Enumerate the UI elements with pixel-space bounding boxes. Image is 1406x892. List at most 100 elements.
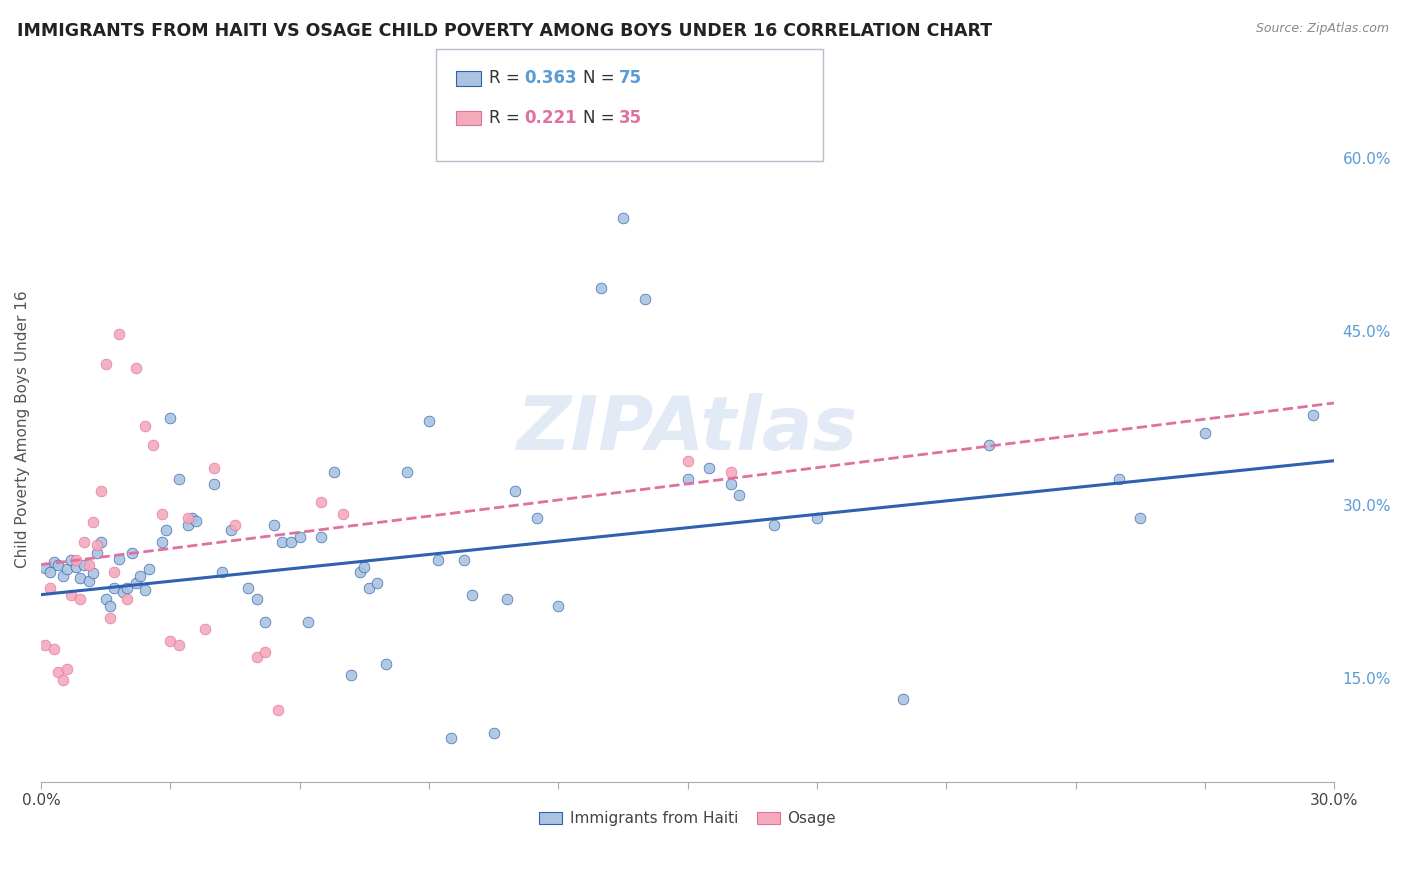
Point — [111, 585, 134, 599]
Point — [728, 488, 751, 502]
Point — [254, 615, 277, 630]
Point — [547, 599, 569, 614]
Point — [73, 534, 96, 549]
Point — [69, 572, 91, 586]
Point — [121, 546, 143, 560]
Point — [65, 560, 87, 574]
Point — [332, 507, 354, 521]
Point — [495, 592, 517, 607]
Point — [676, 454, 699, 468]
Point — [38, 565, 60, 579]
Point — [697, 460, 720, 475]
Point — [48, 665, 70, 679]
Text: Source: ZipAtlas.com: Source: ZipAtlas.com — [1256, 22, 1389, 36]
Point — [612, 211, 634, 226]
Point — [34, 639, 56, 653]
Point — [129, 569, 152, 583]
Point — [98, 611, 121, 625]
Point — [38, 581, 60, 595]
Text: 0.221: 0.221 — [524, 109, 576, 127]
Legend: Immigrants from Haiti, Osage: Immigrants from Haiti, Osage — [531, 804, 844, 834]
Point — [396, 465, 419, 479]
Point — [186, 514, 208, 528]
Point — [236, 581, 259, 595]
Point — [90, 534, 112, 549]
Point — [323, 465, 346, 479]
Point — [453, 553, 475, 567]
Point — [439, 731, 461, 745]
Point — [246, 650, 269, 665]
Point — [1302, 408, 1324, 422]
Point — [591, 280, 613, 294]
Point — [107, 326, 129, 341]
Point — [150, 507, 173, 521]
Point — [357, 581, 380, 595]
Text: IMMIGRANTS FROM HAITI VS OSAGE CHILD POVERTY AMONG BOYS UNDER 16 CORRELATION CHA: IMMIGRANTS FROM HAITI VS OSAGE CHILD POV… — [17, 22, 993, 40]
Point — [159, 633, 181, 648]
Point — [676, 472, 699, 486]
Text: R =: R = — [489, 70, 526, 87]
Text: 0.363: 0.363 — [524, 70, 576, 87]
Point — [77, 574, 100, 588]
Point — [103, 565, 125, 579]
Point — [77, 558, 100, 572]
Y-axis label: Child Poverty Among Boys Under 16: Child Poverty Among Boys Under 16 — [15, 291, 30, 568]
Point — [194, 622, 217, 636]
Point — [155, 523, 177, 537]
Point — [176, 511, 198, 525]
Point — [34, 561, 56, 575]
Point — [288, 530, 311, 544]
Point — [633, 292, 655, 306]
Point — [42, 555, 65, 569]
Point — [254, 645, 277, 659]
Text: 75: 75 — [619, 70, 641, 87]
Point — [103, 581, 125, 595]
Point — [98, 599, 121, 614]
Point — [42, 641, 65, 656]
Point — [340, 668, 363, 682]
Point — [52, 569, 75, 583]
Point — [297, 615, 319, 630]
Text: N =: N = — [583, 70, 620, 87]
Point — [134, 419, 156, 434]
Point — [94, 592, 117, 607]
Point — [806, 511, 828, 525]
Point — [90, 483, 112, 498]
Point — [86, 538, 108, 552]
Point — [150, 534, 173, 549]
Point — [82, 515, 104, 529]
Point — [211, 565, 233, 579]
Point — [366, 576, 388, 591]
Text: ZIPAtlas: ZIPAtlas — [517, 393, 858, 466]
Point — [176, 518, 198, 533]
Point — [48, 558, 70, 572]
Point — [73, 558, 96, 572]
Point — [263, 518, 285, 533]
Point — [94, 357, 117, 371]
Point — [526, 511, 548, 525]
Text: R =: R = — [489, 109, 526, 127]
Point — [82, 566, 104, 580]
Point — [246, 592, 269, 607]
Point — [56, 562, 79, 576]
Point — [426, 553, 449, 567]
Point — [117, 592, 139, 607]
Point — [60, 553, 83, 567]
Point — [52, 673, 75, 687]
Point — [891, 691, 914, 706]
Point — [125, 361, 148, 376]
Point — [60, 588, 83, 602]
Point — [167, 472, 190, 486]
Point — [56, 661, 79, 675]
Point — [65, 553, 87, 567]
Point — [224, 518, 246, 533]
Point — [311, 495, 333, 509]
Point — [69, 592, 91, 607]
Point — [311, 530, 333, 544]
Point — [134, 582, 156, 597]
Text: N =: N = — [583, 109, 620, 127]
Point — [271, 534, 294, 549]
Point — [720, 476, 742, 491]
Point — [349, 565, 371, 579]
Point — [159, 411, 181, 425]
